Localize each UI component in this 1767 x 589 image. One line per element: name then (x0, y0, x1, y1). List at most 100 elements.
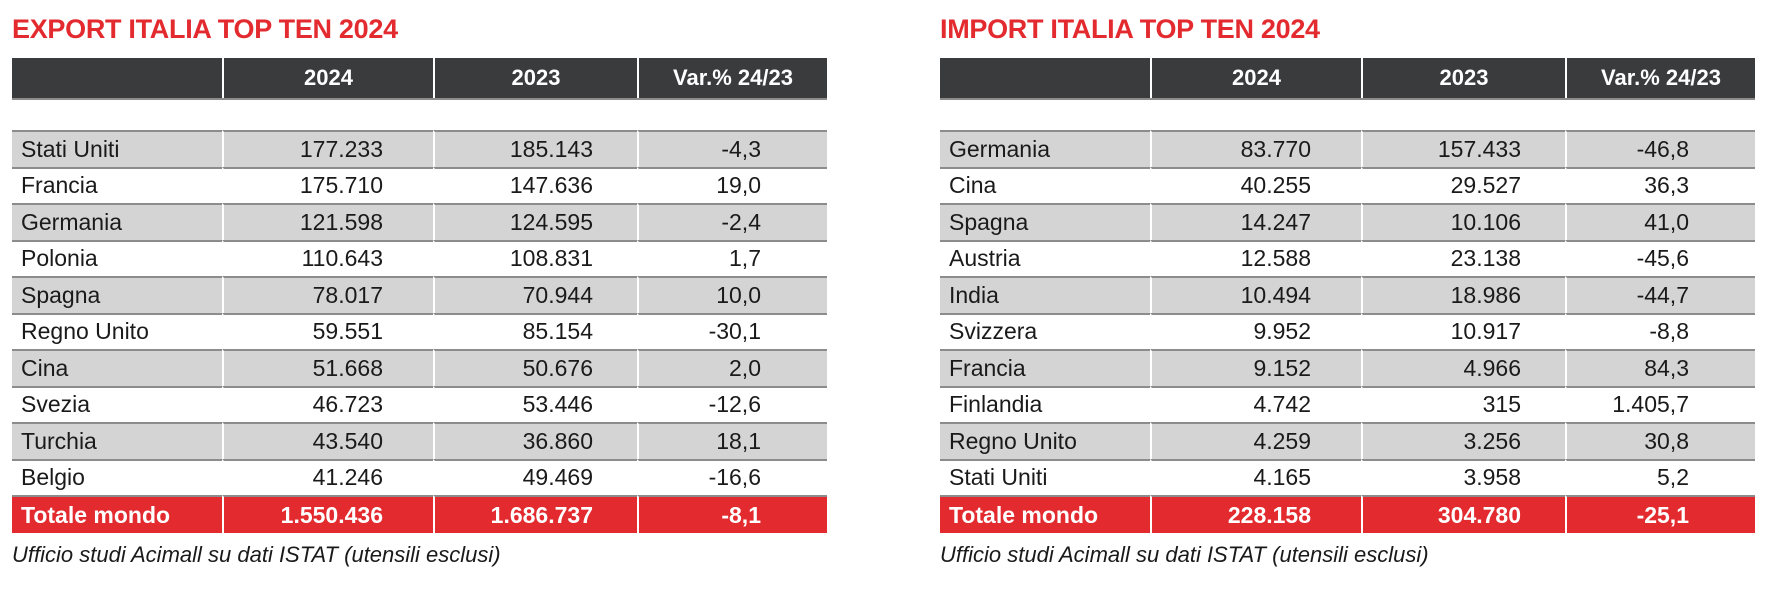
value-2023-cell: 10.106 (1361, 203, 1565, 240)
country-cell: Spagna (12, 276, 222, 313)
import-header-var: Var.% 24/23 (1565, 58, 1755, 98)
value-2024-cell: 175.710 (222, 166, 433, 203)
export-header-country (12, 58, 222, 98)
value-2023-cell: 147.636 (433, 166, 637, 203)
total-2024-cell: 1.550.436 (222, 495, 433, 533)
export-header-2024: 2024 (222, 58, 433, 98)
country-cell: Stati Uniti (940, 458, 1150, 495)
variation-cell: -8,8 (1565, 312, 1755, 349)
country-cell: Spagna (940, 203, 1150, 240)
import-header-row: 2024 2023 Var.% 24/23 (940, 58, 1755, 98)
export-header-2023: 2023 (433, 58, 637, 98)
country-cell: Germania (12, 203, 222, 240)
value-2024-cell: 4.742 (1150, 385, 1361, 422)
import-body: Germania 83.770 157.433 -46,8 Cina 40.25… (940, 98, 1755, 533)
country-cell: Austria (940, 239, 1150, 276)
table-row: Spagna 78.017 70.944 10,0 (12, 276, 827, 313)
table-row: Regno Unito 59.551 85.154 -30,1 (12, 312, 827, 349)
total-2023-cell: 1.686.737 (433, 495, 637, 533)
country-cell: Francia (12, 166, 222, 203)
variation-cell: 36,3 (1565, 166, 1755, 203)
export-source-note: Ufficio studi Acimall su dati ISTAT (ute… (12, 542, 501, 567)
value-2024-cell: 83.770 (1150, 130, 1361, 167)
variation-cell: -2,4 (637, 203, 827, 240)
total-label: Totale mondo (12, 495, 222, 533)
variation-cell: 30,8 (1565, 422, 1755, 459)
value-2023-cell: 85.154 (433, 312, 637, 349)
value-2023-cell: 108.831 (433, 239, 637, 276)
value-2024-cell: 14.247 (1150, 203, 1361, 240)
variation-cell: 19,0 (637, 166, 827, 203)
country-cell: Stati Uniti (12, 130, 222, 167)
value-2024-cell: 4.259 (1150, 422, 1361, 459)
table-row: Francia 175.710 147.636 19,0 (12, 166, 827, 203)
value-2024-cell: 4.165 (1150, 458, 1361, 495)
variation-cell: -12,6 (637, 385, 827, 422)
value-2024-cell: 78.017 (222, 276, 433, 313)
export-title: EXPORT ITALIA TOP TEN 2024 (12, 14, 398, 44)
export-header-row: 2024 2023 Var.% 24/23 (12, 58, 827, 98)
export-table: 2024 2023 Var.% 24/23 Stati Uniti 177.23… (12, 58, 827, 533)
value-2024-cell: 121.598 (222, 203, 433, 240)
value-2024-cell: 177.233 (222, 130, 433, 167)
variation-cell: -46,8 (1565, 130, 1755, 167)
value-2023-cell: 49.469 (433, 458, 637, 495)
table-row: Polonia 110.643 108.831 1,7 (12, 239, 827, 276)
value-2023-cell: 315 (1361, 385, 1565, 422)
value-2023-cell: 185.143 (433, 130, 637, 167)
variation-cell: 84,3 (1565, 349, 1755, 386)
variation-cell: -30,1 (637, 312, 827, 349)
country-cell: Cina (940, 166, 1150, 203)
value-2023-cell: 70.944 (433, 276, 637, 313)
import-header-country (940, 58, 1150, 98)
import-title: IMPORT ITALIA TOP TEN 2024 (940, 14, 1320, 44)
value-2023-cell: 50.676 (433, 349, 637, 386)
variation-cell: -45,6 (1565, 239, 1755, 276)
import-header-2023: 2023 (1361, 58, 1565, 98)
value-2023-cell: 3.958 (1361, 458, 1565, 495)
value-2024-cell: 41.246 (222, 458, 433, 495)
value-2023-cell: 36.860 (433, 422, 637, 459)
total-2024-cell: 228.158 (1150, 495, 1361, 533)
variation-cell: 10,0 (637, 276, 827, 313)
import-total-row: Totale mondo 228.158 304.780 -25,1 (940, 495, 1755, 533)
value-2024-cell: 12.588 (1150, 239, 1361, 276)
table-row: Turchia 43.540 36.860 18,1 (12, 422, 827, 459)
country-cell: Francia (940, 349, 1150, 386)
export-total-row: Totale mondo 1.550.436 1.686.737 -8,1 (12, 495, 827, 533)
value-2024-cell: 9.952 (1150, 312, 1361, 349)
table-row: Cina 51.668 50.676 2,0 (12, 349, 827, 386)
value-2024-cell: 46.723 (222, 385, 433, 422)
table-row: Stati Uniti 4.165 3.958 5,2 (940, 458, 1755, 495)
country-cell: Svezia (12, 385, 222, 422)
import-source-note: Ufficio studi Acimall su dati ISTAT (ute… (940, 542, 1429, 567)
import-header-2024: 2024 (1150, 58, 1361, 98)
table-row: Spagna 14.247 10.106 41,0 (940, 203, 1755, 240)
export-spacer-row (12, 98, 827, 130)
value-2023-cell: 157.433 (1361, 130, 1565, 167)
value-2024-cell: 40.255 (1150, 166, 1361, 203)
value-2024-cell: 110.643 (222, 239, 433, 276)
variation-cell: 2,0 (637, 349, 827, 386)
country-cell: Turchia (12, 422, 222, 459)
import-table: 2024 2023 Var.% 24/23 Germania 83.770 15… (940, 58, 1755, 533)
variation-cell: 1,7 (637, 239, 827, 276)
value-2023-cell: 10.917 (1361, 312, 1565, 349)
variation-cell: 1.405,7 (1565, 385, 1755, 422)
value-2024-cell: 43.540 (222, 422, 433, 459)
table-row: Regno Unito 4.259 3.256 30,8 (940, 422, 1755, 459)
variation-cell: -44,7 (1565, 276, 1755, 313)
value-2023-cell: 3.256 (1361, 422, 1565, 459)
table-row: Finlandia 4.742 315 1.405,7 (940, 385, 1755, 422)
import-spacer-row (940, 98, 1755, 130)
variation-cell: 41,0 (1565, 203, 1755, 240)
value-2023-cell: 23.138 (1361, 239, 1565, 276)
country-cell: India (940, 276, 1150, 313)
country-cell: Regno Unito (12, 312, 222, 349)
table-row: Cina 40.255 29.527 36,3 (940, 166, 1755, 203)
value-2023-cell: 18.986 (1361, 276, 1565, 313)
country-cell: Regno Unito (940, 422, 1150, 459)
value-2024-cell: 10.494 (1150, 276, 1361, 313)
export-body: Stati Uniti 177.233 185.143 -4,3 Francia… (12, 98, 827, 533)
table-row: Belgio 41.246 49.469 -16,6 (12, 458, 827, 495)
